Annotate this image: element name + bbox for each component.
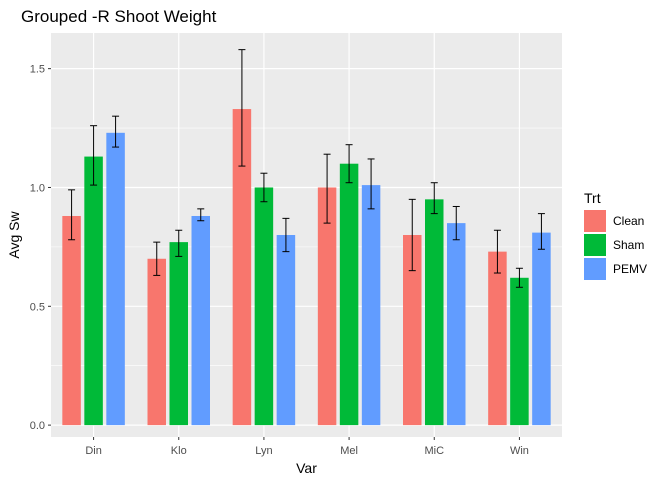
- error-bar: [197, 208, 205, 222]
- y-tick-label: 0.0: [30, 420, 45, 432]
- bar: [106, 132, 125, 426]
- error-bar: [345, 144, 353, 184]
- legend-items: Clean Sham PEMV: [584, 210, 647, 280]
- bar: [425, 199, 444, 426]
- x-axis-ticks: Din Klo Lyn Mel MiC Win: [85, 437, 529, 457]
- x-tick-label: Win: [510, 445, 529, 457]
- x-tick-label: MiC: [424, 445, 444, 457]
- x-axis-title: Var: [296, 460, 317, 476]
- error-bar: [493, 229, 501, 274]
- bar: [447, 223, 466, 426]
- bar: [510, 277, 529, 426]
- bar: [276, 235, 296, 426]
- error-bar: [260, 172, 268, 203]
- y-axis-title: Avg Sw: [6, 211, 22, 259]
- y-tick-label: 1.5: [30, 64, 45, 76]
- bar: [232, 109, 252, 426]
- error-bar: [282, 217, 290, 253]
- error-bar: [452, 205, 460, 241]
- error-bars: [68, 49, 545, 288]
- legend-item: PEMV: [584, 258, 647, 280]
- y-tick-label: 0.5: [30, 301, 45, 313]
- y-tick-label: 1.0: [30, 182, 45, 194]
- bar: [361, 185, 381, 426]
- legend-swatch: [584, 210, 606, 232]
- bars: [62, 109, 551, 426]
- legend: Trt Clean Sham PEMV: [584, 190, 647, 280]
- error-bar: [367, 158, 375, 210]
- legend-title: Trt: [584, 190, 601, 206]
- error-bar: [68, 189, 76, 241]
- plot-panel: [51, 33, 562, 437]
- x-tick-label: Klo: [171, 445, 187, 457]
- x-tick-label: Din: [85, 445, 102, 457]
- error-bar: [515, 267, 523, 288]
- legend-label: Clean: [613, 214, 644, 228]
- legend-swatch: [584, 234, 606, 256]
- error-bar: [430, 182, 438, 215]
- bar: [532, 232, 551, 426]
- error-bar: [323, 153, 331, 224]
- bar: [169, 242, 188, 426]
- error-bar: [90, 125, 98, 186]
- error-bar: [112, 115, 120, 148]
- error-bar: [537, 213, 545, 250]
- bar: [84, 156, 103, 426]
- legend-label: PEMV: [613, 262, 647, 276]
- x-tick-label: Lyn: [255, 445, 272, 457]
- bar: [191, 215, 210, 426]
- legend-item: Clean: [584, 210, 644, 232]
- x-tick-label: Mel: [340, 445, 358, 457]
- error-bar: [238, 49, 246, 167]
- bar: [339, 163, 359, 426]
- bar: [403, 235, 422, 426]
- y-axis-ticks: 0.0 0.5 1.0 1.5: [30, 64, 51, 432]
- bar: [488, 251, 507, 426]
- bar: [317, 187, 337, 426]
- bar: [147, 258, 166, 426]
- error-bar: [408, 198, 416, 272]
- error-bar: [153, 241, 161, 276]
- legend-item: Sham: [584, 234, 644, 256]
- bar: [254, 187, 274, 426]
- error-bar: [175, 229, 183, 257]
- chart-title: Grouped -R Shoot Weight: [21, 7, 217, 26]
- bar: [62, 215, 81, 426]
- legend-label: Sham: [613, 238, 644, 252]
- legend-swatch: [584, 258, 606, 280]
